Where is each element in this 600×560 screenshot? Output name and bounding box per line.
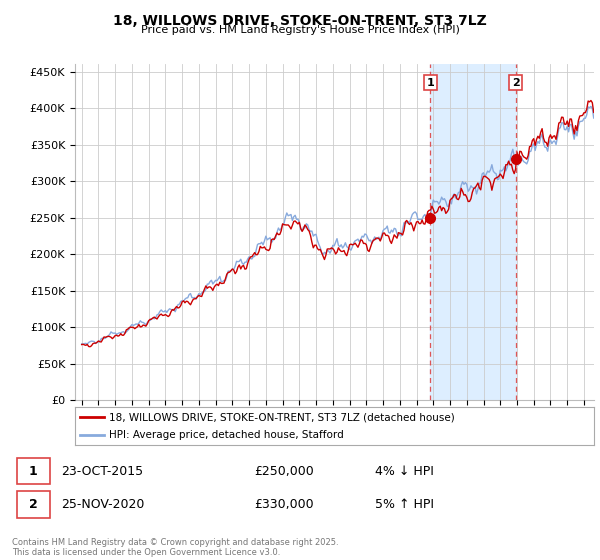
Text: 2: 2 — [29, 498, 38, 511]
Text: 18, WILLOWS DRIVE, STOKE-ON-TRENT, ST3 7LZ (detached house): 18, WILLOWS DRIVE, STOKE-ON-TRENT, ST3 7… — [109, 412, 454, 422]
FancyBboxPatch shape — [17, 458, 50, 484]
Text: Price paid vs. HM Land Registry's House Price Index (HPI): Price paid vs. HM Land Registry's House … — [140, 25, 460, 35]
Text: 2: 2 — [512, 78, 520, 88]
Text: 1: 1 — [427, 78, 434, 88]
Text: £330,000: £330,000 — [254, 498, 314, 511]
Text: 5% ↑ HPI: 5% ↑ HPI — [375, 498, 434, 511]
Text: 18, WILLOWS DRIVE, STOKE-ON-TRENT, ST3 7LZ: 18, WILLOWS DRIVE, STOKE-ON-TRENT, ST3 7… — [113, 14, 487, 28]
Text: 1: 1 — [29, 465, 38, 478]
Text: HPI: Average price, detached house, Stafford: HPI: Average price, detached house, Staf… — [109, 430, 343, 440]
FancyBboxPatch shape — [17, 492, 50, 517]
Text: 4% ↓ HPI: 4% ↓ HPI — [375, 465, 434, 478]
Text: Contains HM Land Registry data © Crown copyright and database right 2025.
This d: Contains HM Land Registry data © Crown c… — [12, 538, 338, 557]
Text: £250,000: £250,000 — [254, 465, 314, 478]
Bar — [430, 64, 515, 400]
Text: 23-OCT-2015: 23-OCT-2015 — [61, 465, 143, 478]
Text: 25-NOV-2020: 25-NOV-2020 — [61, 498, 145, 511]
